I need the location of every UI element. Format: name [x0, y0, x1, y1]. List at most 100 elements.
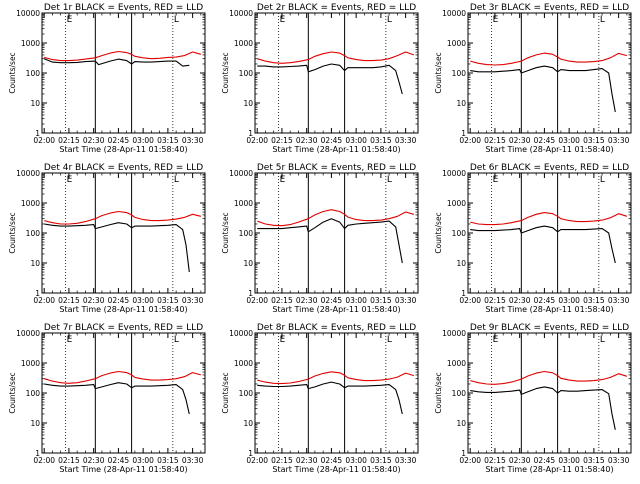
marker-l-label: L	[600, 335, 605, 345]
x-tick-label: 03:30	[182, 456, 204, 465]
plot-frame	[41, 12, 206, 134]
x-tick-label: 03:00	[132, 136, 154, 145]
series-line-events	[470, 65, 616, 113]
x-tick-label: 02:15	[271, 136, 293, 145]
panel-title: Det 5r BLACK = Events, RED = LLD	[257, 163, 416, 173]
y-tick-label: 10000	[442, 329, 466, 338]
y-axis-title: Counts/sec	[221, 52, 230, 93]
marker-e-label: E	[280, 335, 286, 345]
y-tick-label: 10	[243, 259, 253, 268]
y-tick-label: 10000	[229, 9, 253, 18]
y-tick-label: 10000	[442, 9, 466, 18]
y-tick-label: 1	[461, 289, 466, 298]
x-tick-label: 03:30	[395, 296, 417, 305]
x-tick-label: 03:30	[395, 456, 417, 465]
plot-frame	[41, 172, 206, 294]
marker-l-label: L	[174, 175, 179, 185]
series-line-events	[43, 58, 190, 67]
marker-e-label: E	[493, 175, 499, 185]
x-tick-label: 02:45	[108, 296, 130, 305]
panel-title: Det 7r BLACK = Events, RED = LLD	[44, 323, 203, 333]
x-axis-title: Start Time (28-Apr-11 01:58:40)	[485, 465, 613, 474]
x-tick-label: 02:00	[33, 456, 55, 465]
panel-det-8r: Det 8r BLACK = Events, RED = LLD E L 1 10 100…	[221, 323, 419, 474]
x-tick-label: 02:00	[246, 136, 268, 145]
marker-l-label: L	[387, 15, 392, 25]
x-tick-label: 02:15	[484, 296, 506, 305]
marker-l-label: L	[174, 15, 179, 25]
x-tick-label: 02:00	[459, 296, 481, 305]
x-axis-title: Start Time (28-Apr-11 01:58:40)	[59, 305, 187, 314]
y-tick-label: 1000	[21, 359, 40, 368]
x-tick-label: 02:45	[534, 296, 556, 305]
y-tick-label: 1	[248, 449, 253, 458]
x-axis-title: Start Time (28-Apr-11 01:58:40)	[485, 145, 613, 154]
y-axis-title: Counts/sec	[434, 372, 443, 413]
x-tick-label: 02:30	[296, 296, 318, 305]
x-tick-label: 02:45	[321, 456, 343, 465]
marker-e-label: E	[280, 15, 286, 25]
y-tick-label: 10	[456, 99, 466, 108]
series-line-lld	[44, 370, 202, 384]
plot-frame	[254, 12, 419, 134]
y-axis-title: Counts/sec	[8, 212, 17, 253]
x-tick-label: 02:45	[321, 136, 343, 145]
x-axis-title: Start Time (28-Apr-11 01:58:40)	[272, 465, 400, 474]
panel-title: Det 6r BLACK = Events, RED = LLD	[470, 163, 629, 173]
x-tick-label: 03:00	[132, 296, 154, 305]
marker-e-label: E	[67, 175, 73, 185]
x-tick-label: 03:15	[157, 136, 179, 145]
x-tick-label: 03:00	[558, 136, 580, 145]
x-tick-label: 02:15	[58, 136, 80, 145]
panel-det-5r: Det 5r BLACK = Events, RED = LLD E L 1 10 100…	[221, 163, 419, 314]
series-line-lld	[470, 212, 628, 226]
y-tick-label: 10	[456, 259, 466, 268]
marker-l-label: L	[174, 335, 179, 345]
x-tick-label: 03:30	[182, 136, 204, 145]
y-axis-title: Counts/sec	[221, 372, 230, 413]
x-tick-label: 03:15	[583, 456, 605, 465]
x-tick-label: 03:30	[182, 296, 204, 305]
panel-det-1r: Det 1r BLACK = Events, RED = LLD E L 1 10 100…	[8, 3, 206, 154]
x-tick-label: 02:00	[246, 296, 268, 305]
series-line-events	[257, 381, 403, 415]
panel-det-6r: Det 6r BLACK = Events, RED = LLD E L 1 10 100…	[434, 163, 632, 314]
y-tick-label: 1000	[234, 39, 253, 48]
series-line-events	[470, 386, 616, 430]
series-line-lld	[257, 209, 415, 227]
marker-l-label: L	[600, 175, 605, 185]
panel-title: Det 9r BLACK = Events, RED = LLD	[470, 323, 629, 333]
y-tick-label: 1000	[447, 359, 466, 368]
series-line-lld	[470, 52, 628, 66]
plot-frame	[41, 332, 206, 454]
y-axis-title: Counts/sec	[8, 52, 17, 93]
y-tick-label: 10000	[442, 169, 466, 178]
series-line-events	[470, 225, 616, 264]
y-tick-label: 100	[239, 69, 254, 78]
y-tick-label: 100	[26, 389, 41, 398]
x-tick-label: 03:15	[583, 136, 605, 145]
y-tick-label: 10	[243, 99, 253, 108]
series-line-lld	[44, 210, 202, 225]
y-tick-label: 100	[239, 229, 254, 238]
x-tick-label: 02:30	[296, 136, 318, 145]
marker-l-label: L	[387, 175, 392, 185]
x-tick-label: 02:15	[58, 296, 80, 305]
x-tick-label: 02:15	[58, 456, 80, 465]
y-tick-label: 1	[248, 129, 253, 138]
y-tick-label: 10	[30, 99, 40, 108]
y-tick-label: 1000	[234, 359, 253, 368]
panel-title: Det 8r BLACK = Events, RED = LLD	[257, 323, 416, 333]
panel-title: Det 4r BLACK = Events, RED = LLD	[44, 163, 203, 173]
x-tick-label: 03:00	[558, 296, 580, 305]
y-tick-label: 100	[26, 229, 41, 238]
series-line-events	[257, 218, 403, 264]
y-tick-label: 1	[248, 289, 253, 298]
x-tick-label: 02:30	[509, 456, 531, 465]
series-line-lld	[44, 50, 202, 62]
x-axis-title: Start Time (28-Apr-11 01:58:40)	[485, 305, 613, 314]
plot-frame	[254, 332, 419, 454]
y-tick-label: 10	[30, 419, 40, 428]
marker-e-label: E	[280, 175, 286, 185]
